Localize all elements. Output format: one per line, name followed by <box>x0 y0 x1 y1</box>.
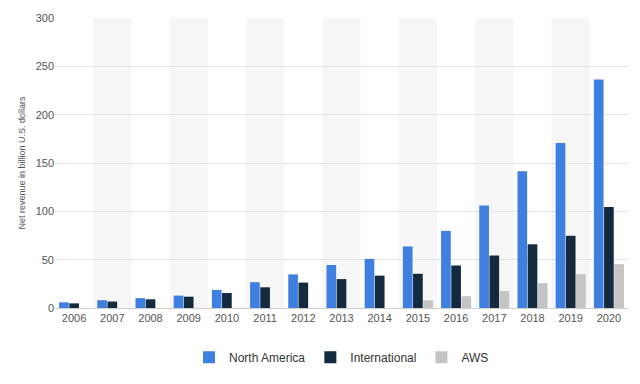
svg-text:2016: 2016 <box>444 312 468 324</box>
svg-text:AWS: AWS <box>461 351 488 365</box>
svg-text:2007: 2007 <box>100 312 124 324</box>
svg-text:300: 300 <box>36 12 54 24</box>
svg-text:2012: 2012 <box>291 312 315 324</box>
svg-text:Net revenue in billion U.S. do: Net revenue in billion U.S. dollars <box>17 96 27 230</box>
svg-text:2017: 2017 <box>482 312 506 324</box>
svg-text:50: 50 <box>42 254 54 266</box>
svg-text:International: International <box>350 351 416 365</box>
svg-text:2020: 2020 <box>597 312 621 324</box>
svg-text:North America: North America <box>229 351 305 365</box>
svg-text:2011: 2011 <box>253 312 277 324</box>
svg-text:150: 150 <box>36 157 54 169</box>
svg-text:2009: 2009 <box>176 312 200 324</box>
svg-text:200: 200 <box>36 109 54 121</box>
svg-text:2010: 2010 <box>215 312 239 324</box>
svg-text:2006: 2006 <box>62 312 86 324</box>
svg-text:2008: 2008 <box>138 312 162 324</box>
svg-text:250: 250 <box>36 60 54 72</box>
svg-text:2019: 2019 <box>558 312 582 324</box>
svg-text:2013: 2013 <box>329 312 353 324</box>
svg-text:2015: 2015 <box>406 312 430 324</box>
svg-text:2014: 2014 <box>367 312 391 324</box>
svg-text:0: 0 <box>48 302 54 314</box>
svg-text:100: 100 <box>36 205 54 217</box>
svg-text:2018: 2018 <box>520 312 544 324</box>
